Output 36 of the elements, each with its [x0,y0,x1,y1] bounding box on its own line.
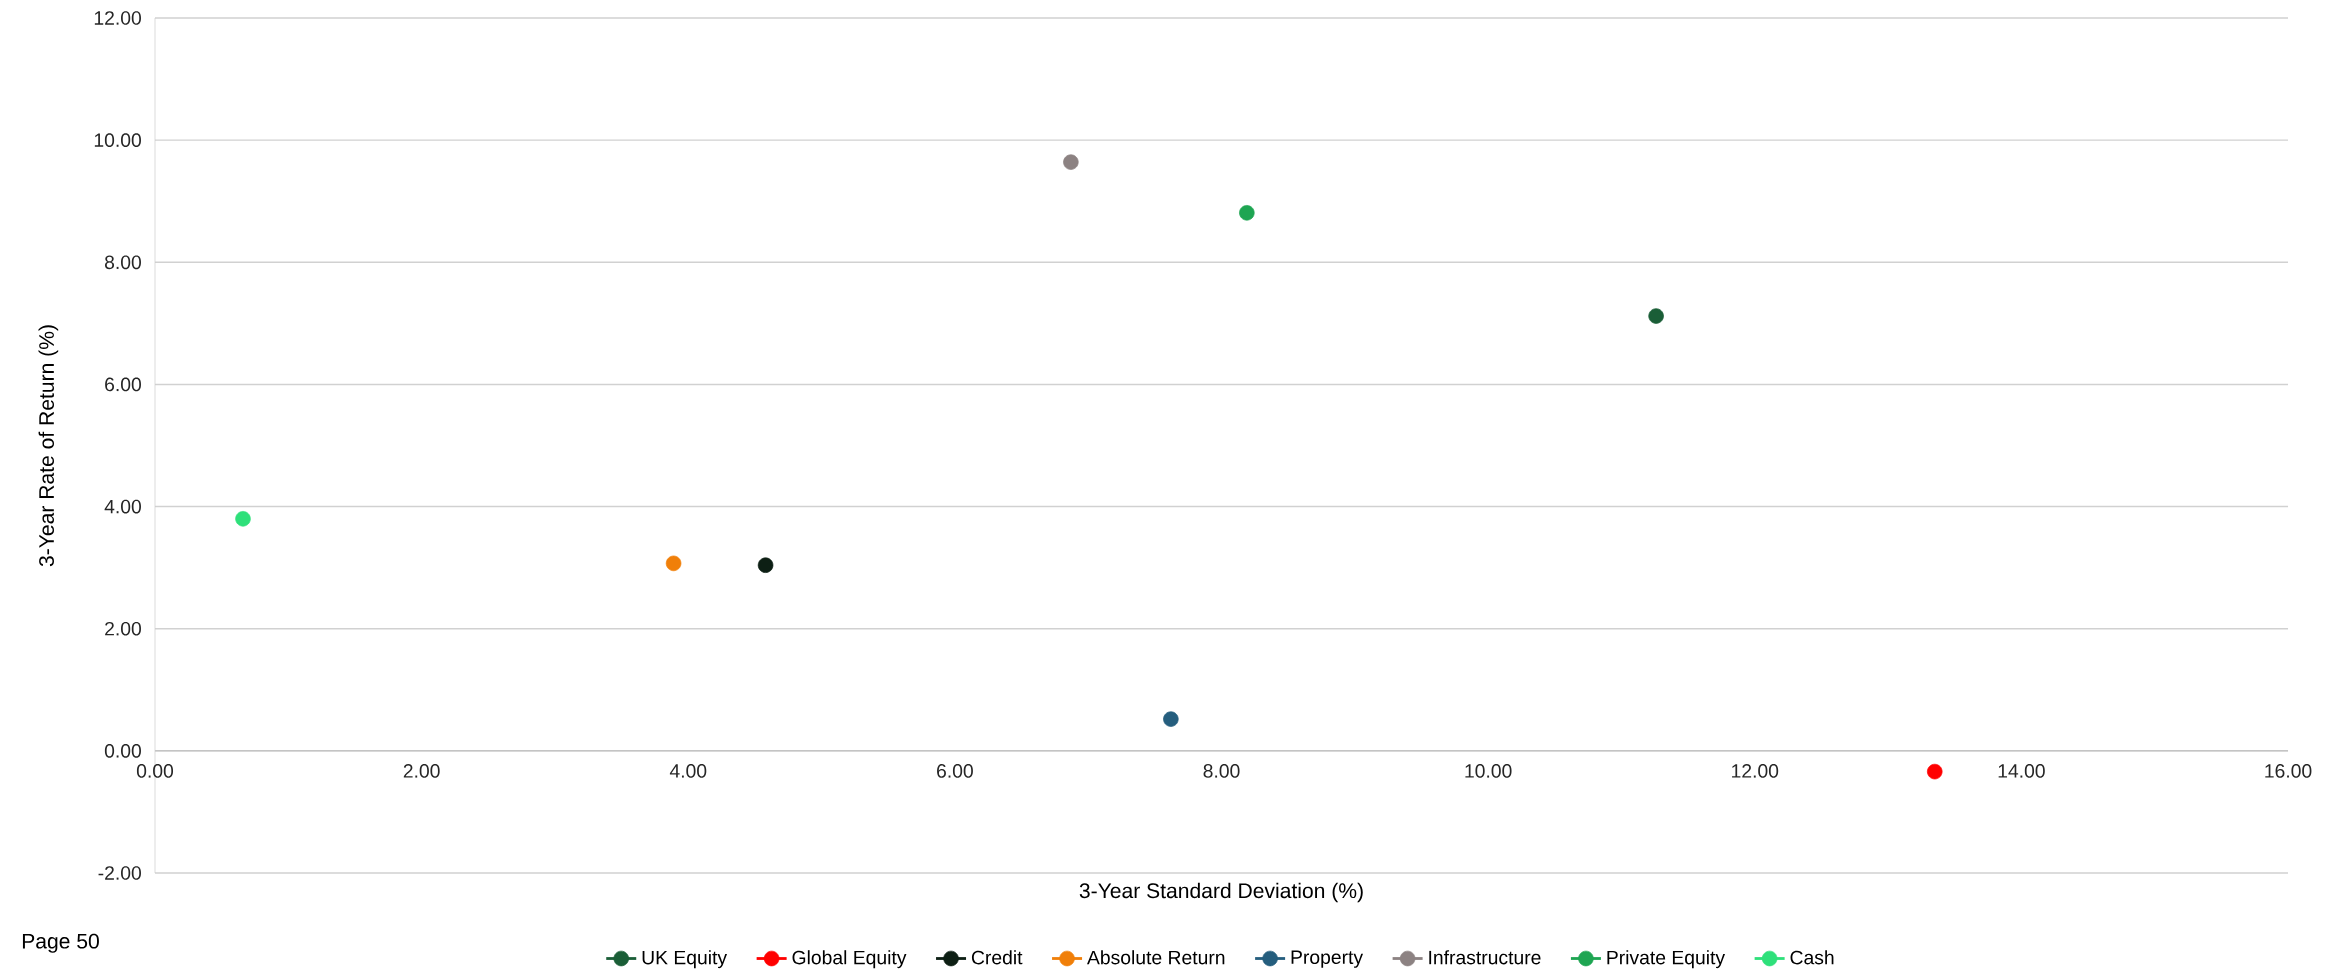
x-axis-title: 3-Year Standard Deviation (%) [1079,882,1363,903]
x-tick-label: 4.00 [669,764,707,778]
point [1063,154,1079,170]
x-tick-label: 10.00 [1465,764,1512,778]
legend-label: Property [1291,950,1364,968]
point [757,557,774,573]
point [1927,763,1943,780]
legend-label: Infrastructure [1429,950,1541,965]
y-tick-label: 12.00 [94,11,141,25]
x-tick-label: 14.00 [1998,764,2045,778]
legend-label: Cash [1790,950,1834,965]
x-tick-label: 6.00 [937,764,973,778]
legend-label: Credit [971,950,1023,965]
y-tick-label: -2.00 [98,866,141,880]
x-tick-label: 2.00 [403,764,440,778]
legend-label: UK Equity [642,950,728,969]
legend-label: Absolute Return [1087,950,1225,965]
point [235,511,251,527]
y-tick-label: 6.00 [105,377,141,392]
point [665,555,682,572]
x-tick-label: 16.00 [2265,764,2312,778]
y-tick-label: 10.00 [94,133,141,147]
legend-label: Global Equity [792,950,907,969]
point [1239,205,1255,221]
y-tick-label: 8.00 [104,255,141,270]
x-tick-label: 12.00 [1732,764,1779,778]
y-axis-title: 3-Year Rate of Return (%) [38,325,59,567]
x-tick-label: 0.00 [136,764,174,778]
y-tick-label: 0.00 [104,744,141,758]
legend-label: Private Equity [1607,950,1726,969]
point [1648,308,1664,324]
x-tick-label: 8.00 [1203,764,1240,778]
point [1163,711,1179,727]
text: Page 50 [22,933,99,953]
y-tick-label: 2.00 [105,621,141,636]
y-tick-label: 4.00 [104,499,141,514]
